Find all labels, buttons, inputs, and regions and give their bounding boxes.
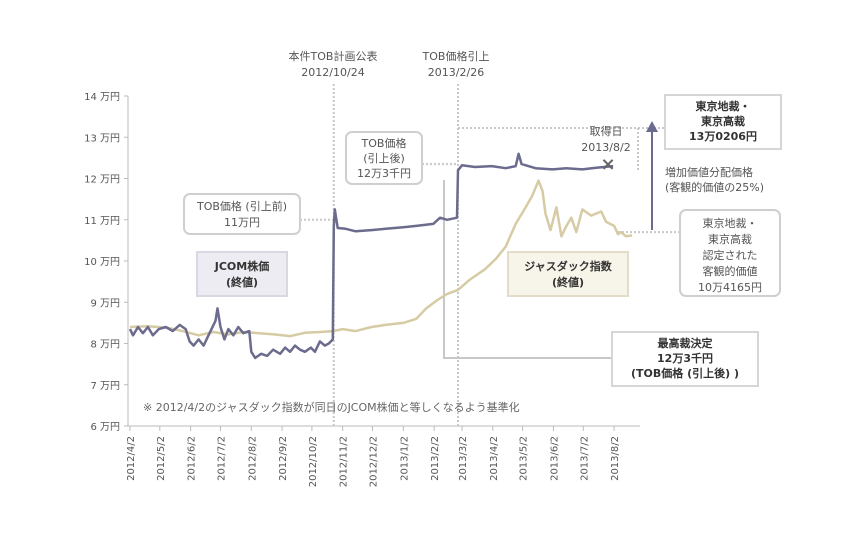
y-tick-label: 12 万円 (84, 175, 120, 186)
high-court-box (664, 94, 782, 150)
jasdaq-label-line1: ジャスダック指数 (524, 259, 612, 273)
event-tob-raise-title: TOB価格引上 (422, 49, 490, 63)
x-tick-label: 2013/7/2 (579, 436, 590, 481)
event-tob-raise-date: 2013/2/26 (428, 66, 484, 79)
acquisition-label: 取得日 (590, 125, 623, 138)
y-tick-label: 6 万円 (90, 422, 120, 433)
x-tick-label: 2012/7/2 (216, 436, 227, 481)
y-tick-label: 11 万円 (84, 216, 120, 227)
jasdaq-label-line2: (終値) (552, 275, 584, 289)
x-tick-label: 2012/5/2 (156, 436, 167, 481)
event-lines (332, 84, 460, 426)
tob-before-line1: TOB価格 (引上前) (196, 199, 287, 213)
x-tick-label: 2012/4/2 (126, 436, 137, 481)
jcom-label-box (196, 251, 288, 297)
y-tick-labels: 14 万円 13 万円 12 万円 11 万円 10 万円 9 万円 8 万円 7 万円 6 万… (84, 92, 128, 433)
tob-after-line2: (引上後) (363, 151, 405, 165)
added-value-line2: (客観的価値の25%) (665, 180, 764, 194)
tob-before-box (183, 193, 301, 235)
y-tick-label: 8 万円 (90, 340, 120, 351)
tob-before-line2: 11万円 (224, 216, 260, 229)
y-tick-label: 14 万円 (84, 92, 120, 103)
added-value-line1: 増加価値分配価格 (665, 165, 753, 179)
y-tick-label: 13 万円 (84, 133, 120, 144)
x-tick-label: 2013/2/2 (430, 436, 441, 481)
y-tick-label: 9 万円 (90, 298, 120, 309)
acquisition-date: 2013/8/2 (581, 141, 630, 154)
footnote: ※ 2012/4/2のジャスダック指数が同日のJCOM株価と等しくなるよう基準化 (143, 400, 520, 414)
added-value-arrow-head (646, 121, 658, 132)
tob-after-line3: 12万3千円 (357, 167, 411, 180)
supreme-line2: 12万3千円 (657, 351, 713, 365)
objective-value-box (679, 209, 781, 297)
x-tick-label: 2013/6/2 (549, 436, 560, 481)
x-tick-label: 2013/3/2 (458, 436, 469, 481)
x-tick-label: 2013/1/2 (399, 436, 410, 481)
objective-line5: 10万4165円 (698, 281, 762, 294)
x-tick-label: 2013/5/2 (519, 436, 530, 481)
objective-line1: 東京地裁・ (703, 216, 758, 230)
x-tick-label: 2012/12/2 (369, 436, 380, 487)
supreme-court-box (611, 331, 759, 387)
x-tick-label: 2013/4/2 (489, 436, 500, 481)
objective-line3: 認定された (703, 248, 758, 262)
x-tick-label: 2012/8/2 (247, 436, 258, 481)
x-tick-label: 2012/6/2 (187, 436, 198, 481)
acquisition-end-marker: × (600, 154, 615, 175)
jasdaq-index-line (129, 179, 633, 338)
x-tick-label: 2012/10/2 (308, 436, 319, 487)
jcom-label-line2: (終値) (226, 275, 258, 289)
tob-after-line1: TOB価格 (361, 136, 407, 150)
x-tick-label: 2012/9/2 (278, 436, 289, 481)
event-tob-announce-title: 本件TOB計画公表 (289, 49, 378, 63)
supreme-court-bracket (443, 180, 612, 359)
x-tick-labels: 2012/4/2 2012/5/2 2012/6/2 2012/7/2 2012/8/2… (126, 426, 621, 487)
supreme-line3: (TOB価格 (引上後) ) (631, 366, 739, 380)
tob-after-box (345, 131, 423, 185)
high-court-line2: 東京高裁 (701, 114, 745, 128)
event-tob-announce-date: 2012/10/24 (301, 66, 364, 79)
y-tick-label: 7 万円 (90, 381, 120, 392)
supreme-line1: 最高裁決定 (658, 336, 713, 350)
x-tick-label: 2012/11/2 (339, 436, 350, 487)
y-tick-label: 10 万円 (84, 257, 120, 268)
high-court-line3: 13万0206円 (689, 130, 757, 143)
x-tick-label: 2013/8/2 (610, 436, 621, 481)
objective-line4: 客観的価値 (703, 264, 758, 278)
jcom-label-line1: JCOM株価 (214, 259, 269, 273)
objective-line2: 東京高裁 (708, 232, 752, 246)
jasdaq-label-box (507, 251, 629, 297)
high-court-line1: 東京地裁・ (696, 99, 751, 113)
jcom-price-line (128, 152, 614, 360)
